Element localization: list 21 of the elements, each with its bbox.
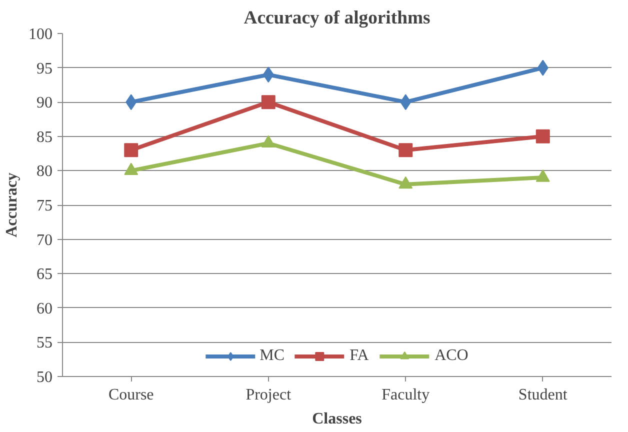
x-tick-label: Course: [108, 386, 154, 404]
y-tick-label: 100: [28, 26, 52, 43]
y-tick-label: 50: [36, 369, 52, 386]
y-tick-label: 60: [36, 300, 52, 318]
y-tick-label: 75: [36, 198, 52, 214]
x-tick-label: Student: [518, 386, 568, 404]
y-tick-label: 95: [36, 60, 52, 78]
x-tick-label: Project: [246, 386, 292, 404]
x-tick-label: Faculty: [382, 386, 430, 404]
legend-label: FA: [350, 347, 370, 365]
y-tick-label: 80: [36, 163, 52, 180]
y-tick-label: 65: [36, 266, 52, 284]
chart-title: Accuracy of algorithms: [244, 8, 430, 28]
y-tick-label: 85: [36, 128, 52, 146]
y-axis-title: Accuracy: [4, 172, 20, 238]
y-tick-label: 55: [36, 334, 52, 352]
y-tick-label: 90: [36, 94, 52, 112]
x-axis-title: Classes: [312, 410, 362, 428]
y-tick-label: 70: [36, 232, 52, 249]
legend-label: MC: [260, 347, 285, 365]
legend-label: ACO: [434, 347, 468, 365]
